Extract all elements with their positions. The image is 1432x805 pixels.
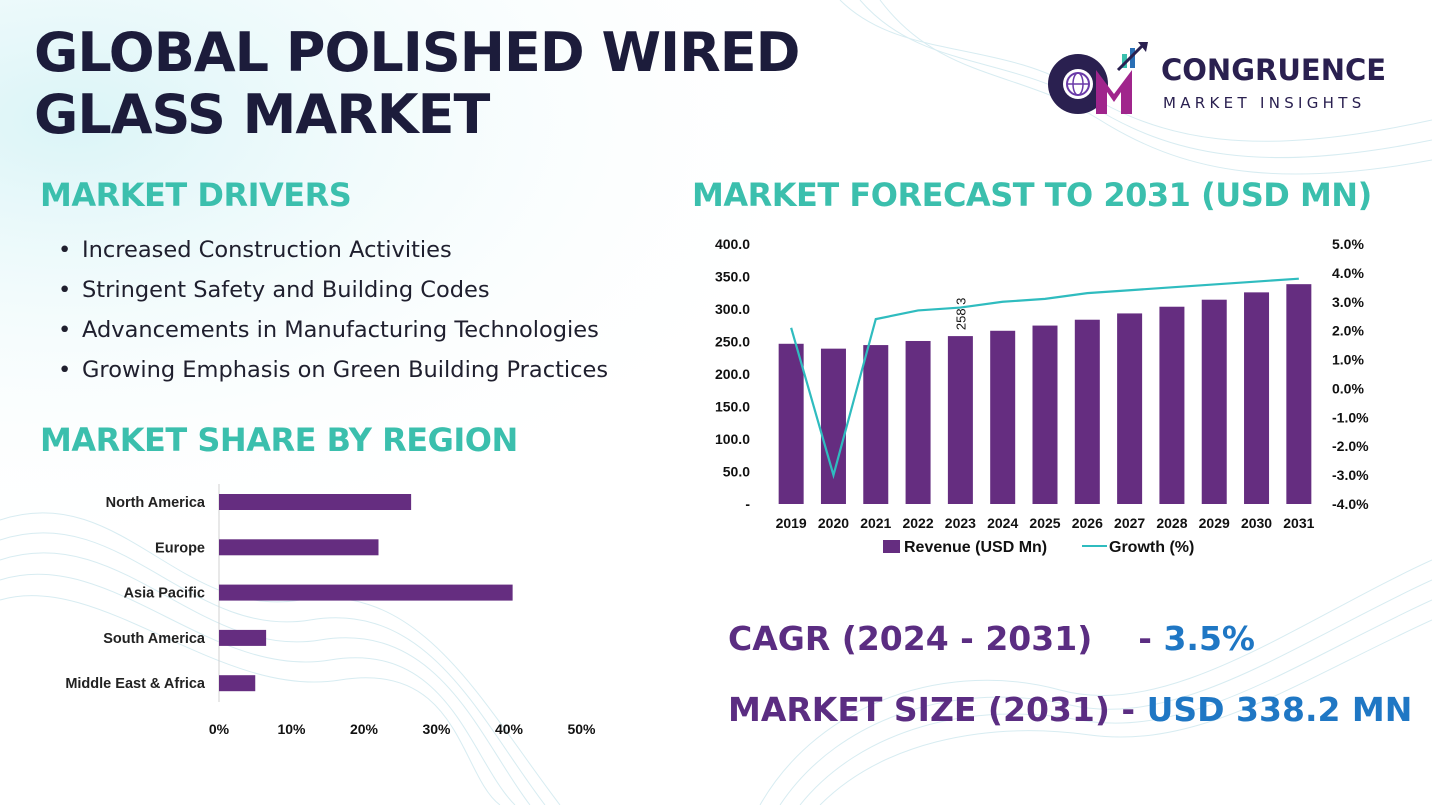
region-label: Middle East & Africa	[65, 676, 206, 692]
bullet: •	[58, 357, 72, 383]
revenue-bar-2027	[1117, 313, 1143, 504]
driver-item: • Growing Emphasis on Green Building Prac…	[58, 350, 608, 390]
cagr-separator: -	[1138, 619, 1164, 658]
region-bar-south-america	[219, 629, 267, 646]
revenue-bar-2025	[1032, 325, 1058, 504]
x-tick-label: 10%	[277, 721, 306, 737]
x-tick-label: 2023	[945, 515, 976, 531]
x-tick-label: 2020	[818, 515, 849, 531]
revenue-bar-2020	[820, 348, 846, 504]
market-size-label: MARKET SIZE (2031)	[728, 690, 1110, 729]
driver-text: Stringent Safety and Building Codes	[82, 277, 490, 303]
legend-label-growth: Growth (%)	[1109, 539, 1194, 556]
market-size-kpi: MARKET SIZE (2031) - USD 338.2 MN	[728, 690, 1412, 729]
driver-item: • Increased Construction Activities	[58, 230, 608, 270]
y-left-tick-label: 300.0	[715, 301, 750, 317]
revenue-bar-2031	[1286, 284, 1312, 504]
cagr-label: CAGR (2024 - 2031)	[728, 619, 1093, 658]
driver-text: Growing Emphasis on Green Building Pract…	[82, 357, 609, 383]
cagr-kpi: CAGR (2024 - 2031) - 3.5%	[728, 619, 1255, 658]
driver-item: • Advancements in Manufacturing Technolog…	[58, 310, 608, 350]
region-label: Asia Pacific	[124, 586, 205, 602]
y-left-tick-label: 250.0	[715, 334, 750, 350]
x-tick-label: 2021	[860, 515, 891, 531]
y-right-tick-label: -2.0%	[1332, 438, 1369, 454]
y-right-tick-label: -3.0%	[1332, 467, 1369, 483]
y-right-tick-label: 4.0%	[1332, 265, 1364, 281]
data-label: 258.3	[953, 298, 968, 331]
region-label: North America	[106, 495, 206, 511]
revenue-bar-2022	[905, 340, 931, 504]
cagr-value: 3.5%	[1163, 619, 1255, 658]
region-bar-europe	[219, 539, 379, 556]
page-title: GLOBAL POLISHED WIRED GLASS MARKET	[34, 22, 894, 146]
x-tick-label: 30%	[422, 721, 451, 737]
region-bar-middle-east-africa	[219, 675, 256, 692]
market-size-separator: -	[1109, 690, 1147, 729]
x-tick-label: 2022	[902, 515, 933, 531]
y-right-tick-label: 2.0%	[1332, 323, 1364, 339]
x-tick-label: 2027	[1114, 515, 1145, 531]
x-tick-label: 0%	[209, 721, 230, 737]
bullet: •	[58, 277, 72, 303]
x-tick-label: 2026	[1072, 515, 1103, 531]
y-right-tick-label: 0.0%	[1332, 380, 1364, 396]
y-left-tick-label: 150.0	[715, 399, 750, 415]
market-size-value: USD 338.2 MN	[1146, 690, 1413, 729]
y-right-tick-label: 1.0%	[1332, 352, 1364, 368]
title-line-2: GLASS MARKET	[34, 83, 490, 146]
region-bar-asia-pacific	[219, 584, 513, 601]
revenue-bar-2028	[1159, 306, 1185, 504]
x-tick-label: 2019	[776, 515, 807, 531]
legend-label-revenue: Revenue (USD Mn)	[904, 539, 1047, 556]
y-right-tick-label: 3.0%	[1332, 294, 1364, 310]
y-left-tick-label: 350.0	[715, 269, 750, 285]
driver-text: Increased Construction Activities	[82, 237, 452, 263]
driver-text: Advancements in Manufacturing Technologi…	[82, 317, 599, 343]
x-tick-label: 50%	[567, 721, 596, 737]
forecast-heading: MARKET FORECAST TO 2031 (USD MN)	[692, 176, 1372, 214]
y-left-tick-label: 100.0	[715, 431, 750, 447]
share-heading: MARKET SHARE BY REGION	[40, 421, 518, 459]
region-label: Europe	[155, 540, 205, 556]
x-tick-label: 2030	[1241, 515, 1272, 531]
revenue-bar-2026	[1074, 319, 1100, 504]
region-label: South America	[103, 631, 206, 647]
x-tick-label: 20%	[350, 721, 379, 737]
x-tick-label: 40%	[495, 721, 524, 737]
bullet: •	[58, 237, 72, 263]
logo-name: CONGRUENCE	[1161, 53, 1387, 87]
bullet: •	[58, 317, 72, 343]
revenue-bar-2029	[1201, 299, 1227, 504]
x-tick-label: 2031	[1283, 515, 1314, 531]
company-logo: CONGRUENCE MARKET INSIGHTS	[1044, 40, 1404, 122]
drivers-heading: MARKET DRIVERS	[40, 176, 352, 214]
region-bar-north-america	[219, 494, 412, 510]
y-right-tick-label: 5.0%	[1332, 236, 1364, 252]
revenue-bar-2024	[990, 330, 1016, 504]
region-share-chart: North America Europe Asia Pacific South Ame…	[65, 484, 596, 737]
y-left-tick-label: -	[745, 496, 750, 512]
y-right-tick-label: -4.0%	[1332, 496, 1369, 512]
revenue-bar-2021	[863, 345, 889, 504]
title-line-1: GLOBAL POLISHED WIRED	[34, 21, 800, 84]
y-left-tick-label: 400.0	[715, 236, 750, 252]
x-tick-label: 2029	[1199, 515, 1230, 531]
revenue-bar-2019	[778, 343, 804, 504]
cm-logo-icon	[1048, 42, 1148, 114]
revenue-bar-2030	[1244, 292, 1270, 504]
drivers-list: • Increased Construction Activities • Stri…	[58, 230, 608, 390]
driver-item: • Stringent Safety and Building Codes	[58, 270, 608, 310]
y-left-tick-label: 200.0	[715, 366, 750, 382]
logo-tagline: MARKET INSIGHTS	[1163, 94, 1366, 112]
y-left-tick-label: 50.0	[723, 464, 750, 480]
y-right-tick-label: -1.0%	[1332, 409, 1369, 425]
revenue-bar-2023	[947, 336, 973, 504]
x-tick-label: 2024	[987, 515, 1018, 531]
x-tick-label: 2028	[1156, 515, 1187, 531]
x-tick-label: 2025	[1029, 515, 1060, 531]
forecast-chart: - 50.0 100.0 150.0 200.0 250.0 300.0 350.0 400.0…	[715, 236, 1369, 556]
legend-swatch-revenue	[883, 540, 900, 553]
